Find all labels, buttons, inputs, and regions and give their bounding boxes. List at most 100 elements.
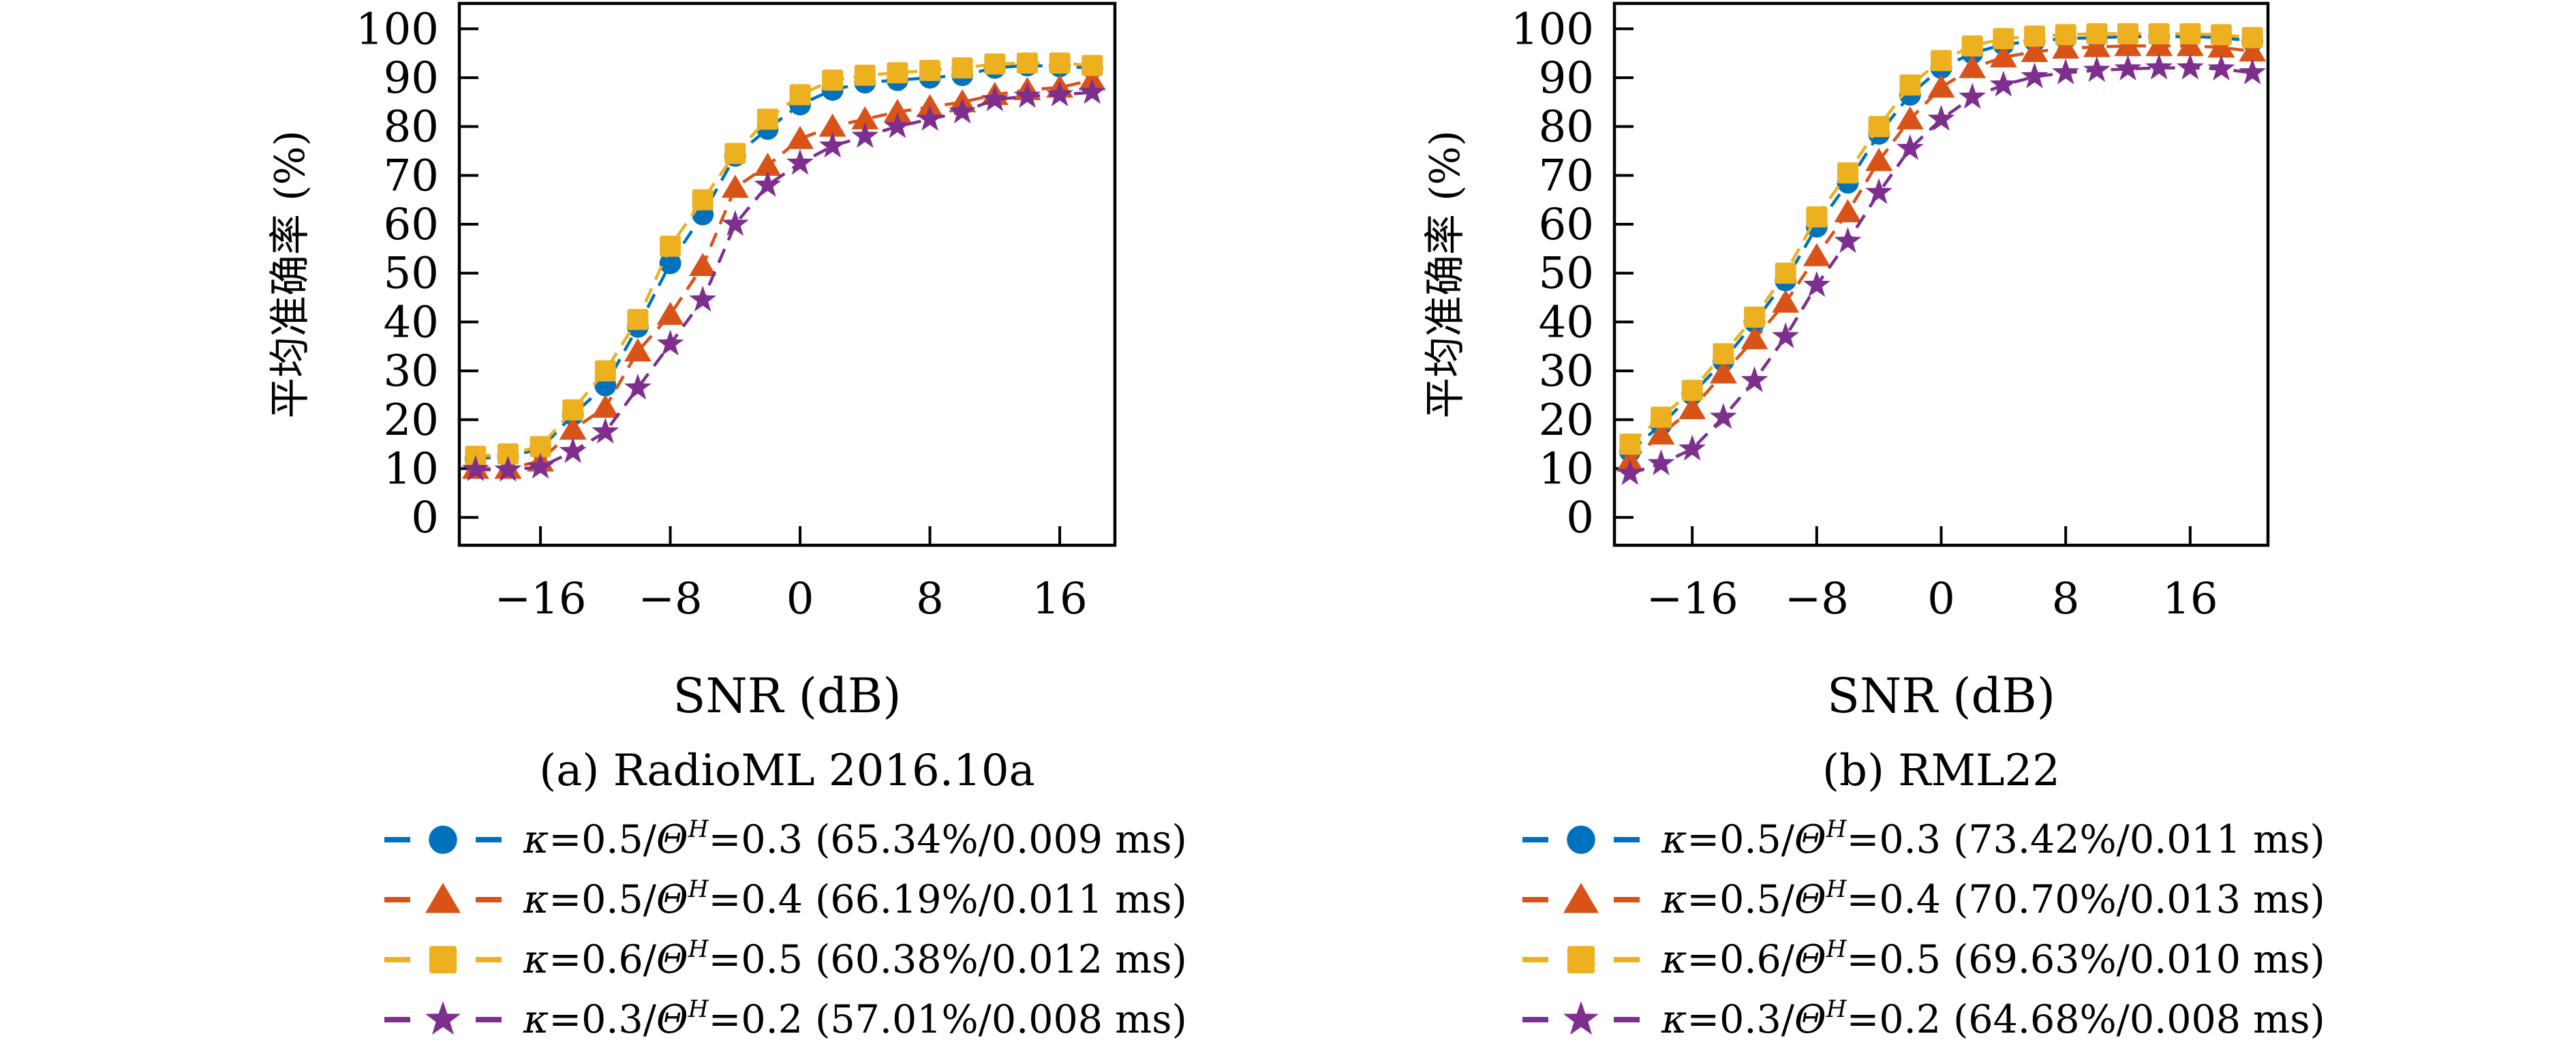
triangle-marker-icon bbox=[2083, 33, 2111, 57]
x-tick-label: −8 bbox=[1785, 574, 1849, 624]
legend-left: κ=0.5/ΘH=0.3 (65.34%/0.009 ms) κ=0.5/ΘH=0… bbox=[382, 810, 1187, 1050]
square-marker-icon bbox=[594, 360, 616, 382]
y-tick-label: 10 bbox=[384, 444, 439, 494]
legend-right: κ=0.5/ΘH=0.3 (73.42%/0.011 ms) κ=0.5/ΘH=0… bbox=[1520, 810, 2325, 1050]
square-legend-marker-icon bbox=[1522, 945, 1640, 974]
square-marker-icon bbox=[756, 108, 778, 130]
star-marker-icon bbox=[916, 104, 944, 131]
square-marker-icon bbox=[2241, 27, 2263, 48]
square-marker-icon bbox=[562, 399, 584, 421]
y-tick-label: 40 bbox=[384, 297, 439, 348]
triangle-marker-icon bbox=[689, 252, 717, 276]
star-marker-icon bbox=[2021, 62, 2049, 89]
x-axis: −16 −8 0 8 16 bbox=[495, 526, 1088, 624]
legend-label-part: =0.3/ bbox=[1687, 997, 1795, 1042]
square-marker-icon bbox=[1567, 945, 1595, 974]
square-marker-icon bbox=[951, 57, 973, 79]
legend-label-part: =0.3 (73.42%/0.011 ms) bbox=[1846, 817, 2325, 862]
triangle-marker-icon bbox=[1989, 44, 2017, 67]
y-tick-label: 40 bbox=[1539, 297, 1594, 348]
square-marker-icon bbox=[1619, 433, 1641, 455]
star-marker-icon bbox=[1772, 322, 1800, 348]
triangle-marker-icon bbox=[2239, 38, 2267, 62]
legend-label-part: =0.5/ bbox=[549, 877, 657, 922]
series-line bbox=[475, 78, 1093, 470]
legend-label-part: =0.6/ bbox=[1687, 937, 1795, 982]
star-marker-icon bbox=[1709, 403, 1737, 429]
square-marker-icon bbox=[1082, 55, 1103, 76]
triangle-marker-icon bbox=[1647, 421, 1675, 445]
legend-label-part: H bbox=[1826, 875, 1847, 903]
series-square bbox=[1619, 22, 2263, 455]
triangle-marker-icon bbox=[2021, 38, 2049, 62]
y-tick-label: 60 bbox=[384, 200, 439, 250]
square-marker-icon bbox=[1993, 28, 2014, 50]
star-marker-icon bbox=[1078, 78, 1106, 104]
triangle-marker-icon bbox=[754, 152, 782, 176]
square-marker-icon bbox=[497, 443, 519, 465]
square-marker-icon bbox=[2179, 22, 2201, 44]
star-marker-icon bbox=[1865, 178, 1893, 204]
x-tick-label: −16 bbox=[495, 574, 587, 624]
legend-label-part: κ bbox=[523, 937, 549, 982]
x-tick-label: −16 bbox=[1646, 574, 1738, 624]
y-tick-label: 80 bbox=[1539, 102, 1594, 153]
star-marker-icon bbox=[527, 453, 554, 479]
legend-label-part: κ bbox=[1661, 997, 1687, 1042]
square-marker-icon bbox=[919, 59, 941, 81]
x-tick-label: 8 bbox=[2052, 574, 2080, 624]
square-marker-icon bbox=[789, 84, 811, 106]
legend-label-part: =0.4 (70.70%/0.013 ms) bbox=[1846, 877, 2325, 922]
legend-label-part: =0.5/ bbox=[1687, 877, 1795, 922]
star-marker-icon bbox=[1678, 434, 1706, 461]
star-marker-icon bbox=[754, 170, 782, 197]
x-axis: −16 −8 0 8 16 bbox=[1646, 526, 2218, 624]
x-tick-label: 0 bbox=[1927, 574, 1955, 624]
star-marker-icon bbox=[949, 97, 977, 124]
star-marker-icon bbox=[981, 85, 1009, 112]
triangle-marker-icon bbox=[1741, 326, 1768, 350]
legend-label: κ=0.6/ΘH=0.5 (69.63%/0.010 ms) bbox=[1661, 936, 2325, 982]
square-marker-icon bbox=[1681, 380, 1703, 401]
x-tick-label: −8 bbox=[638, 574, 702, 624]
legend-label-part: =0.5/ bbox=[1687, 817, 1795, 862]
x-tick-label: 16 bbox=[1032, 574, 1087, 624]
square-marker-icon bbox=[984, 53, 1006, 75]
star-legend-marker-icon bbox=[1522, 1001, 1640, 1035]
series-circle bbox=[464, 55, 1103, 470]
y-tick-label: 50 bbox=[384, 249, 439, 299]
star-marker-icon bbox=[1741, 366, 1768, 393]
star-marker-icon bbox=[1563, 1001, 1599, 1035]
legend-label-part: Θ bbox=[1794, 997, 1826, 1042]
triangle-marker-icon bbox=[818, 113, 846, 137]
star-marker-icon bbox=[494, 455, 522, 482]
legend-label-part: H bbox=[1826, 815, 1847, 843]
star-marker-icon bbox=[461, 455, 489, 481]
triangle-marker-icon bbox=[786, 125, 814, 149]
legend-label-part: κ bbox=[523, 997, 549, 1042]
star-marker-icon bbox=[1647, 449, 1675, 476]
square-marker-icon bbox=[660, 235, 681, 257]
square-marker-icon bbox=[1806, 206, 1828, 228]
square-marker-icon bbox=[2055, 24, 2076, 46]
y-tick-label: 30 bbox=[1539, 346, 1594, 397]
series-triangle bbox=[1616, 33, 2267, 472]
square-marker-icon bbox=[2086, 22, 2108, 44]
circle-legend-marker-icon bbox=[384, 825, 502, 854]
x-tick-label: 16 bbox=[2162, 574, 2218, 624]
legend-label-part: =0.3/ bbox=[549, 997, 657, 1042]
legend-label-part: Θ bbox=[1794, 877, 1826, 922]
legend-item: κ=0.5/ΘH=0.3 (65.34%/0.009 ms) bbox=[382, 810, 1187, 870]
triangle-marker-icon bbox=[2176, 33, 2204, 57]
square-marker-icon bbox=[822, 70, 844, 91]
series-star bbox=[461, 78, 1106, 482]
y-tick-label: 70 bbox=[1539, 151, 1594, 201]
legend-label: κ=0.5/ΘH=0.3 (65.34%/0.009 ms) bbox=[523, 816, 1187, 862]
legend-label-part: Θ bbox=[656, 817, 688, 862]
x-tick-label: 0 bbox=[786, 574, 814, 624]
star-marker-icon bbox=[2239, 58, 2267, 85]
legend-item: κ=0.5/ΘH=0.4 (66.19%/0.011 ms) bbox=[382, 870, 1187, 930]
